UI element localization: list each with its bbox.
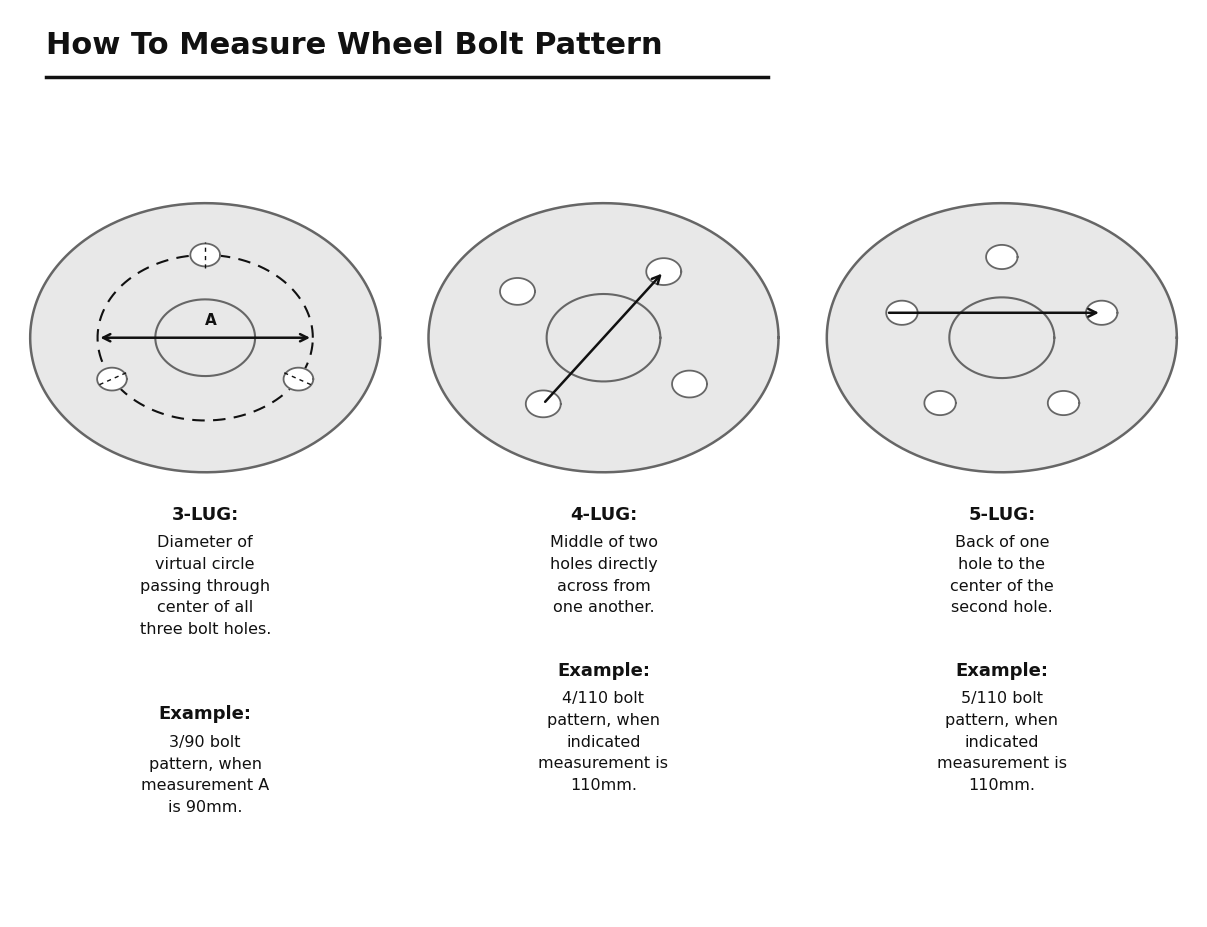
Polygon shape (1048, 391, 1079, 415)
Polygon shape (97, 368, 127, 391)
Text: How To Measure Wheel Bolt Pattern: How To Measure Wheel Bolt Pattern (46, 32, 663, 60)
Text: Example:: Example: (955, 661, 1049, 679)
Text: Example:: Example: (556, 661, 651, 679)
Text: Middle of two
holes directly
across from
one another.: Middle of two holes directly across from… (549, 535, 658, 615)
Text: 4/110 bolt
pattern, when
indicated
measurement is
110mm.: 4/110 bolt pattern, when indicated measu… (538, 691, 669, 792)
Polygon shape (284, 368, 314, 391)
Polygon shape (950, 298, 1055, 378)
Polygon shape (191, 245, 220, 267)
Text: A: A (205, 312, 217, 327)
Polygon shape (156, 300, 255, 376)
Polygon shape (646, 259, 681, 286)
Polygon shape (547, 295, 660, 382)
Text: Back of one
hole to the
center of the
second hole.: Back of one hole to the center of the se… (950, 535, 1054, 615)
Polygon shape (672, 371, 707, 398)
Polygon shape (886, 301, 917, 325)
Polygon shape (827, 204, 1177, 473)
Polygon shape (986, 246, 1018, 270)
Polygon shape (925, 391, 956, 415)
Text: 5/110 bolt
pattern, when
indicated
measurement is
110mm.: 5/110 bolt pattern, when indicated measu… (937, 691, 1067, 792)
Polygon shape (526, 391, 561, 418)
Text: Example:: Example: (158, 705, 252, 722)
Text: 3-LUG:: 3-LUG: (171, 505, 239, 523)
Text: 5-LUG:: 5-LUG: (968, 505, 1036, 523)
Polygon shape (1086, 301, 1118, 325)
Polygon shape (30, 204, 380, 473)
Text: 4-LUG:: 4-LUG: (570, 505, 637, 523)
Polygon shape (500, 279, 535, 306)
Text: Diameter of
virtual circle
passing through
center of all
three bolt holes.: Diameter of virtual circle passing throu… (140, 535, 270, 636)
Text: 3/90 bolt
pattern, when
measurement A
is 90mm.: 3/90 bolt pattern, when measurement A is… (141, 734, 269, 814)
Polygon shape (428, 204, 779, 473)
